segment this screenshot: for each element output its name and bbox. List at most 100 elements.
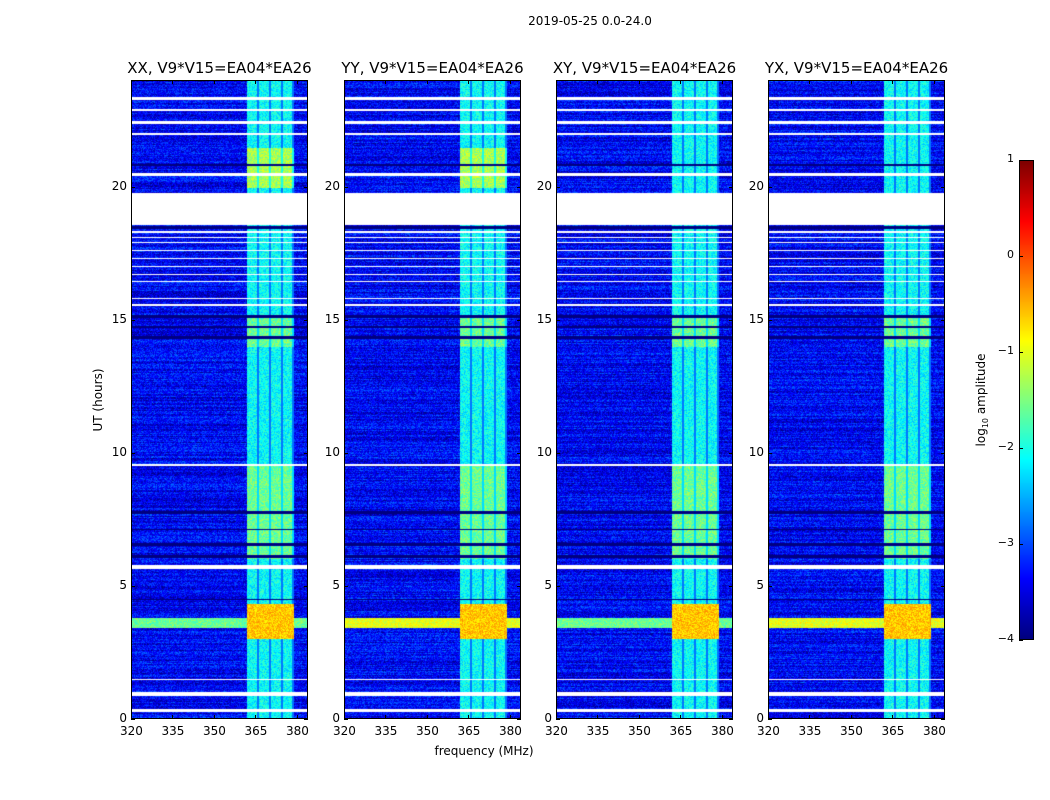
x-tick-label: 365 <box>457 724 481 738</box>
y-tick-mark <box>304 452 308 454</box>
y-tick-mark <box>729 452 733 454</box>
y-tick-mark <box>131 319 135 321</box>
y-tick-mark <box>131 719 135 720</box>
colorbar-tick-label: 0 <box>1007 248 1014 261</box>
x-tick-mark <box>468 715 470 719</box>
x-tick-label: 350 <box>202 724 226 738</box>
y-tick-mark <box>768 585 772 587</box>
x-tick-label: 320 <box>120 724 143 738</box>
x-tick-mark <box>131 715 132 719</box>
figure-title: 2019-05-25 0.0-24.0 <box>528 14 652 28</box>
x-tick-mark <box>131 80 132 84</box>
y-tick-label: 0 <box>119 711 127 725</box>
x-tick-mark <box>768 715 769 719</box>
colorbar-tick-label: −4 <box>997 632 1014 645</box>
y-tick-mark <box>768 186 772 188</box>
y-tick-mark <box>304 719 308 720</box>
colorbar-tick-label: 1 <box>1007 152 1014 165</box>
x-tick-label: 320 <box>757 724 780 738</box>
y-tick-mark <box>344 452 348 454</box>
y-tick-mark <box>344 585 348 587</box>
x-tick-label: 320 <box>545 724 568 738</box>
y-tick-mark <box>517 452 521 454</box>
y-tick-label: 5 <box>119 577 127 592</box>
x-tick-mark <box>680 80 682 84</box>
y-tick-mark <box>768 319 772 321</box>
y-tick-mark <box>344 719 348 720</box>
y-tick-mark <box>941 319 945 321</box>
y-tick-mark <box>556 585 560 587</box>
y-tick-mark <box>304 585 308 587</box>
x-tick-mark <box>172 715 174 719</box>
y-tick-label: 10 <box>748 444 764 459</box>
y-tick-mark <box>517 719 521 720</box>
x-tick-label: 365 <box>881 724 905 738</box>
y-tick-mark <box>131 186 135 188</box>
x-tick-mark <box>344 80 345 84</box>
colorbar-tick-mark <box>1019 352 1023 353</box>
heatmap-image <box>769 81 944 718</box>
x-tick-mark <box>296 715 298 719</box>
y-tick-mark <box>729 186 733 188</box>
y-tick-mark <box>517 585 521 587</box>
x-tick-mark <box>768 80 769 84</box>
x-tick-mark <box>597 715 599 719</box>
y-tick-label: 0 <box>332 711 340 725</box>
y-tick-mark <box>304 319 308 321</box>
x-tick-label: 335 <box>161 724 185 738</box>
x-tick-mark <box>509 715 511 719</box>
y-tick-label: 10 <box>324 444 340 459</box>
colorbar <box>1019 160 1034 640</box>
x-tick-label: 380 <box>710 724 734 738</box>
x-tick-mark <box>385 715 387 719</box>
x-tick-mark <box>809 80 811 84</box>
x-tick-mark <box>255 715 257 719</box>
y-tick-mark <box>556 319 560 321</box>
heatmap-image <box>345 81 520 718</box>
x-axis-label: frequency (MHz) <box>434 744 534 758</box>
x-tick-mark <box>556 80 557 84</box>
y-tick-label: 0 <box>544 711 552 725</box>
y-tick-label: 15 <box>324 311 340 326</box>
x-tick-mark <box>721 80 723 84</box>
y-tick-mark <box>517 186 521 188</box>
colorbar-tick-label: −1 <box>997 344 1014 357</box>
x-tick-label: 350 <box>839 724 863 738</box>
colorbar-tick-mark <box>1019 256 1023 257</box>
heatmap-panel <box>131 80 308 719</box>
x-tick-mark <box>385 80 387 84</box>
y-axis-label: UT (hours) <box>91 368 105 432</box>
y-tick-label: 15 <box>111 311 127 326</box>
x-tick-label: 350 <box>415 724 439 738</box>
x-tick-mark <box>892 715 894 719</box>
x-tick-mark <box>344 715 345 719</box>
colorbar-tick-mark <box>1019 544 1023 545</box>
heatmap-panel <box>344 80 521 719</box>
y-tick-label: 20 <box>324 178 340 193</box>
x-tick-mark <box>172 80 174 84</box>
x-tick-label: 380 <box>498 724 522 738</box>
x-tick-label: 365 <box>244 724 268 738</box>
x-tick-mark <box>213 715 215 719</box>
y-tick-mark <box>768 452 772 454</box>
x-tick-label: 335 <box>374 724 398 738</box>
heatmap-panel <box>556 80 733 719</box>
x-tick-mark <box>933 80 935 84</box>
colorbar-tick-label: −3 <box>997 536 1014 549</box>
y-tick-label: 15 <box>536 311 552 326</box>
y-tick-mark <box>729 319 733 321</box>
x-tick-mark <box>255 80 257 84</box>
x-tick-mark <box>509 80 511 84</box>
heatmap-image <box>557 81 732 718</box>
y-tick-mark <box>941 719 945 720</box>
y-tick-mark <box>556 719 560 720</box>
y-tick-label: 10 <box>111 444 127 459</box>
y-tick-mark <box>941 585 945 587</box>
x-tick-mark <box>296 80 298 84</box>
x-tick-mark <box>850 80 852 84</box>
panel-title: YY, V9*V15=EA04*EA26 <box>341 59 524 77</box>
heatmap-image <box>132 81 307 718</box>
x-tick-mark <box>892 80 894 84</box>
heatmap-panel <box>768 80 945 719</box>
